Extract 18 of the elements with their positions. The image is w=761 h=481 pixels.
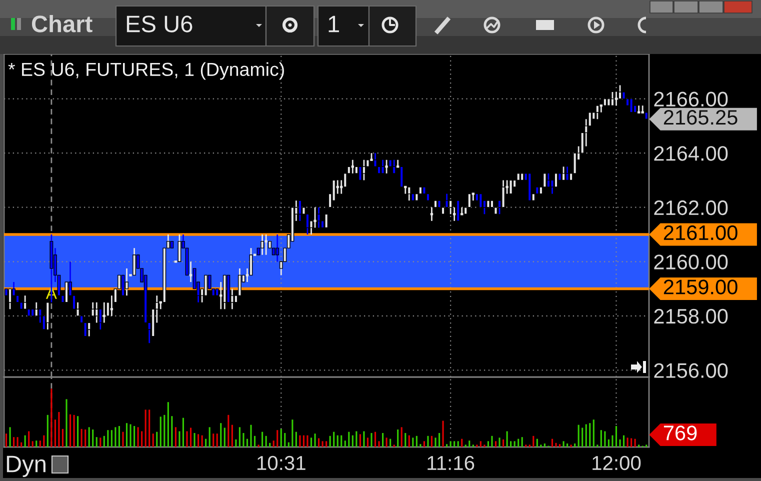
text: 1: [328, 16, 339, 32]
text: Chart: [32, 14, 92, 32]
y-tick-label: 2158.00: [654, 308, 728, 324]
y-tick-label: 2156.00: [654, 363, 728, 378]
x-tick-label: 12:00: [592, 456, 641, 470]
x-tick-label: 10:31: [257, 456, 306, 470]
text: ES U6: [126, 16, 192, 32]
text: 769: [664, 426, 697, 440]
y-tick-label: 2166.00: [654, 92, 728, 107]
y-tick-label: 2162.00: [654, 200, 728, 216]
text: 2165.25: [664, 110, 738, 125]
text: Dyn: [6, 456, 46, 478]
x-tick-label: 11:16: [428, 456, 474, 470]
y-tick-label: 2160.00: [654, 254, 728, 270]
y-tick-label: 2164.00: [654, 146, 728, 161]
chart-title: * ES U6, FUTURES, 1 (Dynamic): [8, 62, 284, 80]
ref-line-label: 2159.00: [664, 280, 738, 294]
ref-line-label: 2161.00: [664, 225, 738, 240]
